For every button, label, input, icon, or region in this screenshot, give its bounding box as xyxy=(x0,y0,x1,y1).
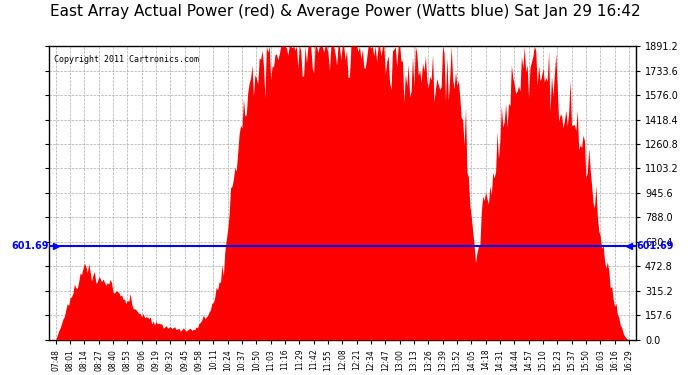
Text: 601.69: 601.69 xyxy=(11,242,48,251)
Text: 601.69: 601.69 xyxy=(636,242,673,251)
Text: East Array Actual Power (red) & Average Power (Watts blue) Sat Jan 29 16:42: East Array Actual Power (red) & Average … xyxy=(50,4,640,19)
Text: Copyright 2011 Cartronics.com: Copyright 2011 Cartronics.com xyxy=(55,55,199,64)
